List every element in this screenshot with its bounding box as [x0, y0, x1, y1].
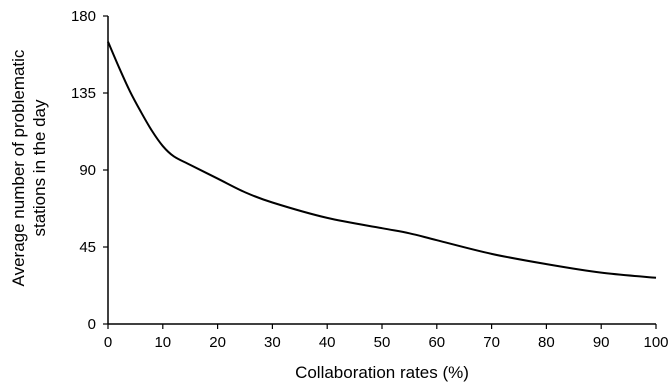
x-tick-label: 30 — [264, 334, 281, 351]
y-axis-title: Average number of problematic stations i… — [9, 49, 49, 286]
y-tick-label: 90 — [79, 162, 96, 179]
x-tick-label: 10 — [154, 334, 171, 351]
x-tick-label: 100 — [643, 334, 668, 351]
x-tick-label: 60 — [428, 334, 445, 351]
y-axis-ticks: 0 45 90 135 180 — [71, 8, 108, 333]
y-tick-label: 180 — [71, 8, 96, 25]
x-axis-ticks: 0 10 20 30 40 50 60 70 80 90 100 — [104, 324, 669, 351]
x-tick-label: 70 — [483, 334, 500, 351]
y-axis-title-line-1: Average number of problematic — [9, 49, 28, 286]
y-tick-label: 135 — [71, 85, 96, 102]
x-tick-label: 50 — [374, 334, 391, 351]
x-tick-label: 80 — [538, 334, 555, 351]
y-axis-title-line-2: stations in the day — [30, 99, 49, 237]
y-tick-label: 45 — [79, 239, 96, 256]
x-axis-title: Collaboration rates (%) — [295, 363, 469, 382]
x-tick-label: 90 — [593, 334, 610, 351]
y-tick-label: 0 — [88, 316, 96, 333]
series-line — [107, 41, 657, 279]
x-tick-label: 0 — [104, 334, 112, 351]
x-tick-label: 40 — [319, 334, 336, 351]
x-tick-label: 20 — [209, 334, 226, 351]
series-group — [107, 41, 657, 279]
